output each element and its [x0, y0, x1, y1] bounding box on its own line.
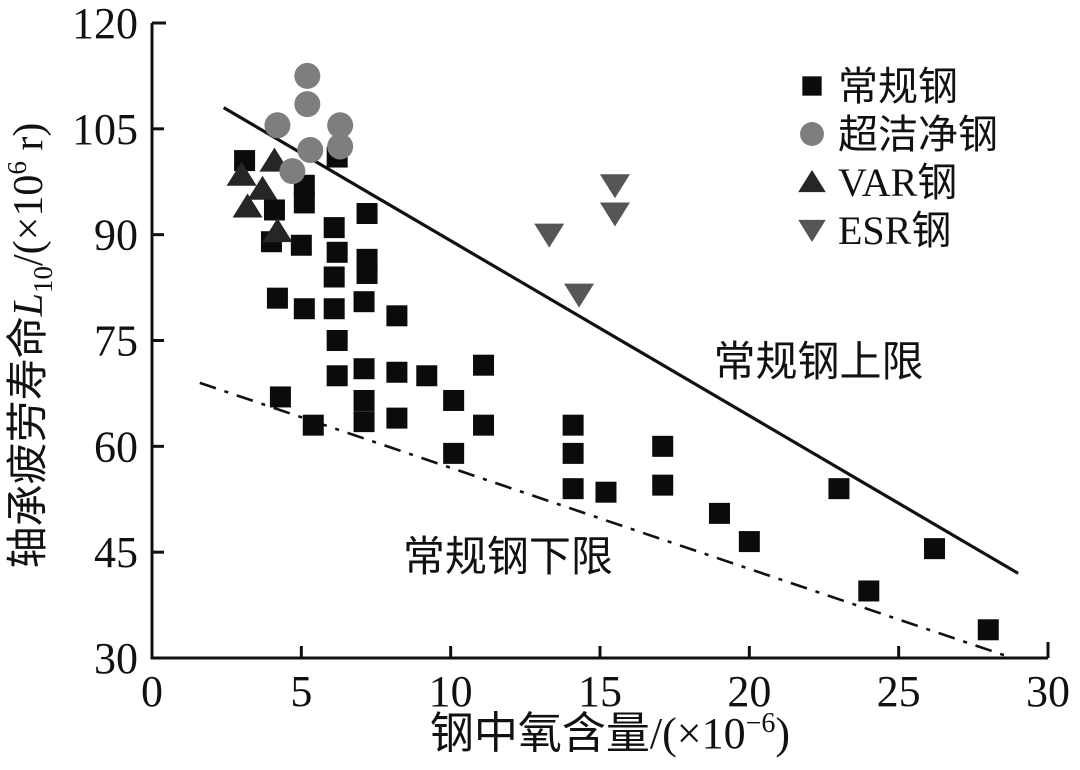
- data-point-triangle-up: [226, 161, 257, 186]
- y-tick-label: 120: [72, 0, 138, 48]
- x-tick-label: 15: [578, 667, 622, 716]
- y-tick-label: 45: [94, 528, 138, 577]
- data-point-square: [326, 365, 348, 387]
- legend-label: 常规钢: [838, 64, 958, 109]
- series-circle: [264, 62, 354, 185]
- data-point-square: [858, 580, 880, 602]
- y-tick-label: 105: [72, 105, 138, 154]
- data-point-square: [323, 266, 345, 288]
- data-point-square: [386, 361, 408, 383]
- y-tick-label: 60: [94, 422, 138, 471]
- data-point-square: [473, 354, 495, 376]
- x-tick-label: 5: [290, 667, 312, 716]
- data-point-square: [293, 192, 315, 214]
- x-axis-title: 钢中氧含量/(×10−6): [430, 708, 790, 758]
- data-point-square: [326, 330, 348, 351]
- data-point-square: [353, 291, 375, 313]
- trend-line-lower: [199, 381, 1007, 658]
- data-point-square: [977, 619, 999, 641]
- data-point-square: [386, 407, 408, 429]
- data-point-triangle-down: [599, 202, 630, 227]
- data-point-square: [293, 298, 315, 320]
- line-annotation-upper: 常规钢上限: [713, 340, 923, 386]
- x-tick-label: 10: [429, 667, 473, 716]
- data-point-square: [652, 474, 674, 496]
- data-point-circle: [327, 133, 354, 160]
- legend-item-square: 常规钢: [802, 64, 958, 109]
- data-point-triangle-down: [564, 283, 595, 308]
- data-point-circle: [327, 112, 354, 139]
- legend-label: ESR钢: [838, 208, 951, 253]
- data-point-square: [562, 442, 584, 464]
- series-triangle-down: [534, 174, 630, 308]
- y-tick-label: 75: [94, 317, 138, 366]
- data-point-square: [353, 389, 375, 411]
- data-point-circle: [279, 158, 306, 185]
- legend-item-triangle-up: VAR钢: [798, 160, 957, 205]
- data-point-circle: [264, 112, 291, 139]
- data-point-square: [443, 442, 465, 464]
- data-point-triangle-up: [247, 175, 278, 200]
- data-point-square: [924, 538, 946, 560]
- data-point-circle: [294, 62, 321, 89]
- y-tick-label: 30: [94, 634, 138, 683]
- data-point-square: [443, 389, 465, 411]
- data-point-square: [473, 414, 495, 436]
- x-tick-label: 20: [727, 667, 771, 716]
- data-point-square: [323, 217, 345, 239]
- data-point-square: [290, 234, 312, 256]
- data-point-circle: [297, 137, 324, 163]
- data-point-square: [323, 298, 345, 320]
- line-annotation-lower: 常规钢下限: [403, 535, 613, 581]
- data-point-square: [353, 358, 375, 380]
- legend-item-triangle-down: ESR钢: [798, 208, 951, 253]
- y-tick-label: 90: [94, 211, 138, 260]
- data-point-square: [263, 199, 285, 221]
- legend-label: 超洁净钢: [838, 112, 998, 157]
- legend-label: VAR钢: [838, 160, 957, 205]
- data-point-square: [356, 262, 378, 284]
- data-point-square: [738, 531, 760, 553]
- data-point-square: [595, 481, 617, 503]
- data-point-triangle-up: [262, 218, 293, 243]
- data-point-square: [562, 414, 584, 436]
- legend-item-circle: 超洁净钢: [800, 112, 998, 157]
- x-tick-label: 30: [1026, 667, 1070, 716]
- y-axis-title: 轴承疲劳寿命L10/(×106 r): [2, 123, 58, 569]
- data-point-triangle-down: [599, 174, 630, 199]
- legend-marker-triangle-down-icon: [798, 219, 826, 242]
- data-point-square: [356, 203, 378, 224]
- data-point-square: [326, 241, 348, 263]
- x-tick-label: 25: [877, 667, 921, 716]
- data-point-square: [708, 502, 730, 524]
- legend-marker-triangle-up-icon: [798, 170, 826, 193]
- data-point-square: [302, 414, 324, 436]
- legend-marker-circle-icon: [800, 122, 824, 146]
- trend-line-upper: [222, 106, 1019, 575]
- data-point-square: [269, 386, 291, 408]
- data-point-circle: [294, 91, 321, 118]
- data-point-square: [828, 478, 850, 500]
- data-point-triangle-up: [232, 193, 263, 218]
- data-point-square: [652, 435, 674, 457]
- data-point-square: [416, 365, 438, 387]
- data-point-square: [562, 478, 584, 500]
- data-point-square: [266, 287, 288, 309]
- data-point-square: [353, 411, 375, 433]
- data-point-triangle-down: [534, 223, 565, 248]
- legend-marker-square-icon: [802, 76, 822, 96]
- x-tick-label: 0: [141, 667, 163, 716]
- data-point-square: [386, 305, 408, 327]
